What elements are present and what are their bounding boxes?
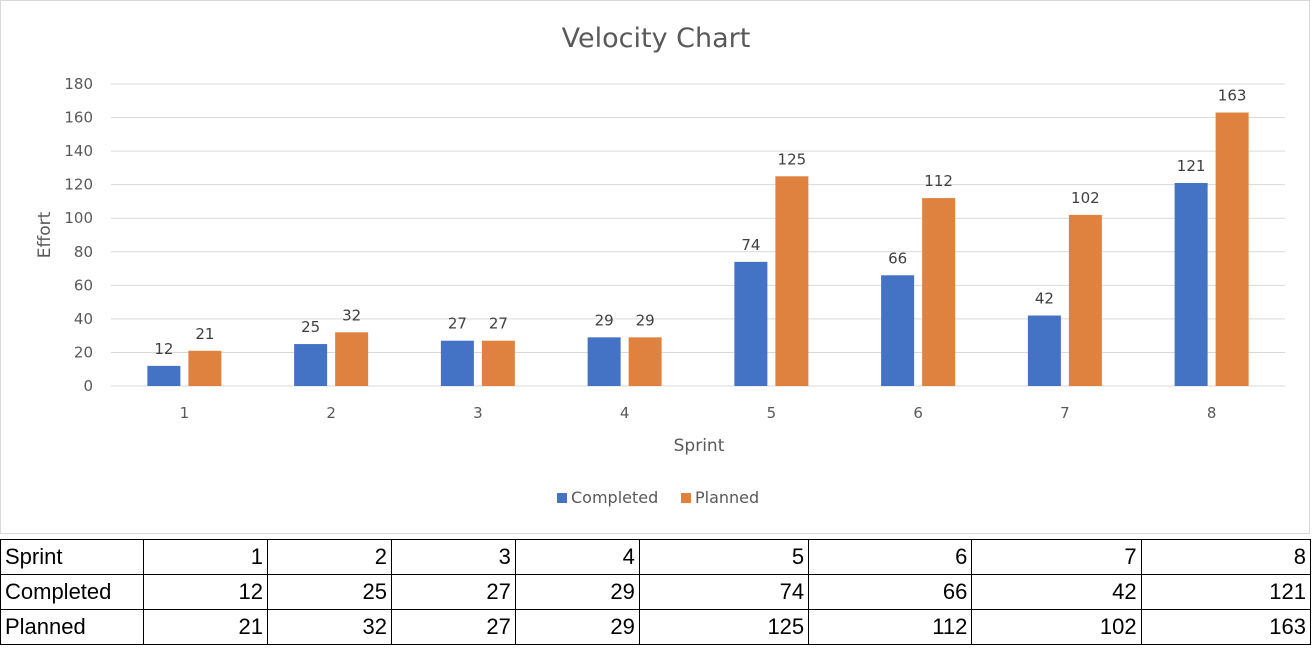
table-row: Sprint 1 2 3 4 5 6 7 8: [0, 539, 1312, 575]
bar-completed: [147, 365, 181, 386]
table-cell: 163: [1140, 609, 1312, 645]
bar-planned: [922, 198, 956, 386]
y-axis-ticks: 0 20 40 60 80 100 120 140 160 180: [64, 75, 93, 395]
x-tick-label: 4: [620, 404, 630, 422]
y-tick-label: 80: [74, 243, 93, 261]
x-tick-label: 3: [473, 404, 483, 422]
bar-planned: [481, 340, 515, 386]
x-axis-title: Sprint: [674, 436, 725, 456]
legend-swatch-completed: [557, 493, 567, 503]
table-cell: 121: [1140, 574, 1312, 610]
table-cell: 102: [971, 609, 1142, 645]
table-cell: 21: [143, 609, 268, 645]
x-tick-label: 8: [1207, 404, 1217, 422]
y-tick-label: 180: [64, 75, 93, 93]
bar-completed: [587, 337, 621, 386]
table-cell: 29: [514, 609, 640, 645]
legend-swatch-planned: [681, 493, 691, 503]
y-tick-label: 120: [64, 176, 93, 194]
bar-planned: [1068, 214, 1102, 386]
bar-completed: [734, 261, 768, 386]
bar-planned: [335, 332, 369, 386]
bar-planned: [1215, 112, 1249, 387]
y-tick-label: 40: [74, 310, 93, 328]
bar-completed: [294, 344, 328, 386]
bar-planned: [628, 337, 662, 386]
table-cell: 25: [266, 574, 392, 610]
velocity-chart: Velocity Chart 0 20 40 60 80 100 120 140 160 1 8 0 …: [35, 23, 1285, 507]
x-tick-label: 1: [180, 404, 190, 422]
table-cell: 12: [143, 574, 268, 610]
table-cell: 5: [638, 539, 810, 575]
legend: Completed Planned: [557, 488, 759, 507]
table-cell: 42: [971, 574, 1142, 610]
bar-completed: [1027, 315, 1061, 386]
chart-title: Velocity Chart: [562, 23, 751, 54]
data-label: 102: [1071, 189, 1100, 207]
x-tick-label: 6: [913, 404, 923, 422]
table-cell: 74: [638, 574, 810, 610]
data-label: 25: [301, 318, 320, 336]
velocity-chart-panel: Velocity Chart 0 20 40 60 80 100 120 140 160 1 8 0 …: [0, 0, 1310, 534]
table-row: Completed 12 25 27 29 74 66 42 121: [0, 574, 1312, 610]
y-axis-title: Effort: [35, 211, 55, 258]
table-cell: 27: [390, 574, 516, 610]
y-tick-label: 160: [64, 109, 93, 127]
data-label: 29: [636, 311, 655, 329]
x-tick-label: 2: [326, 404, 336, 422]
data-label: 32: [342, 306, 361, 324]
row-header: Planned: [0, 609, 144, 645]
data-labels: 12 21 25 32 27 27 29 29 74 125 66 112 42 102 121 163: [154, 87, 1246, 358]
table-cell: 125: [638, 609, 810, 645]
table-cell: 3: [390, 539, 516, 575]
y-tick-label: 140: [64, 142, 93, 160]
y-tick-label: 20: [74, 343, 93, 361]
row-header: Completed: [0, 574, 144, 610]
data-label: 29: [595, 311, 614, 329]
data-label: 27: [448, 315, 467, 333]
data-label: 42: [1035, 290, 1054, 308]
y-tick-label: 0: [83, 377, 93, 395]
data-label: 27: [489, 315, 508, 333]
bar-completed: [1174, 182, 1208, 386]
x-tick-label: 7: [1060, 404, 1070, 422]
table-cell: 112: [808, 609, 973, 645]
legend-label: Completed: [571, 488, 658, 507]
row-header: Sprint: [0, 539, 144, 575]
gridlines: [111, 83, 1285, 387]
data-label: 125: [778, 150, 807, 168]
data-label: 21: [195, 325, 214, 343]
table-cell: 29: [514, 574, 640, 610]
legend-label: Planned: [695, 488, 759, 507]
x-axis-ticks: 1 2 3 4 5 6 7 8: [180, 404, 1217, 422]
bar-planned: [775, 176, 809, 386]
table-cell: 4: [514, 539, 640, 575]
table-cell: 66: [808, 574, 973, 610]
y-tick-label: 100: [64, 209, 93, 227]
data-table: Sprint 1 2 3 4 5 6 7 8 Completed 12 25 27 29 74 66 42 121…: [0, 539, 1312, 645]
bar-planned: [188, 350, 222, 386]
table-cell: 6: [808, 539, 973, 575]
table-cell: 27: [390, 609, 516, 645]
y-tick-label: 60: [74, 276, 93, 294]
table-cell: 2: [266, 539, 392, 575]
bar-completed: [440, 340, 474, 386]
table-cell: 7: [971, 539, 1142, 575]
data-label: 121: [1177, 157, 1206, 175]
x-tick-label: 5: [767, 404, 777, 422]
data-label: 12: [154, 340, 173, 358]
table-row: Planned 21 32 27 29 125 112 102 163: [0, 609, 1312, 645]
table-cell: 1: [143, 539, 268, 575]
table-cell: 32: [266, 609, 392, 645]
data-label: 66: [888, 249, 907, 267]
data-label: 74: [741, 236, 760, 254]
bars: [147, 112, 1249, 387]
data-label: 163: [1218, 87, 1247, 105]
table-cell: 8: [1140, 539, 1312, 575]
data-label: 112: [924, 172, 953, 190]
bar-completed: [881, 275, 915, 386]
